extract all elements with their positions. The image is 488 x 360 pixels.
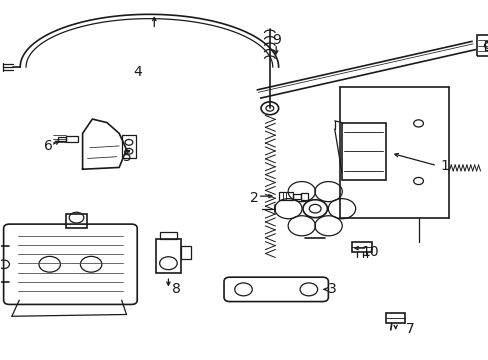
Bar [181, 246, 190, 259]
Text: 4: 4 [133, 66, 142, 80]
Text: 7: 7 [405, 322, 414, 336]
Bar [58, 137, 65, 140]
Bar [66, 214, 87, 228]
Bar [385, 313, 405, 323]
Bar [65, 136, 78, 141]
Text: 9: 9 [271, 33, 280, 47]
Bar [484, 41, 488, 50]
Bar [278, 192, 293, 201]
Text: 5: 5 [123, 150, 132, 164]
Bar [300, 193, 307, 200]
Text: 2: 2 [249, 191, 258, 205]
Bar [122, 135, 136, 158]
Bar [476, 35, 488, 56]
Text: 10: 10 [361, 245, 378, 259]
Bar [159, 232, 177, 239]
Text: 8: 8 [171, 282, 180, 296]
Bar [156, 239, 181, 273]
Bar [341, 123, 385, 180]
Text: 3: 3 [327, 282, 336, 296]
Bar [293, 194, 300, 199]
Text: 6: 6 [44, 139, 53, 153]
Text: 1: 1 [439, 159, 448, 173]
Bar [351, 242, 371, 252]
